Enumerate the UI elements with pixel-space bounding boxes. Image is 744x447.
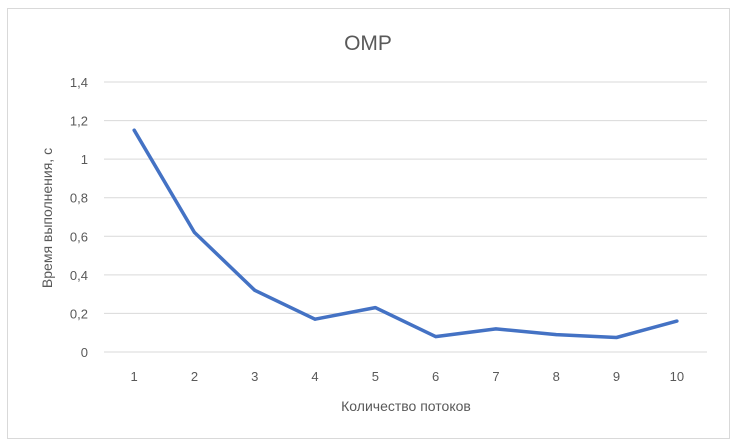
- x-tick-label: 3: [251, 369, 258, 384]
- x-axis-title: Количество потоков: [341, 398, 471, 414]
- x-tick-label: 4: [311, 369, 318, 384]
- y-tick-label: 0,6: [70, 229, 88, 244]
- data-point: [253, 288, 257, 292]
- data-point: [675, 319, 679, 323]
- x-tick-label: 5: [372, 369, 379, 384]
- data-point: [615, 336, 619, 340]
- x-tick-label: 6: [432, 369, 439, 384]
- chart-frame: [7, 8, 730, 439]
- x-tick-label: 9: [613, 369, 620, 384]
- series-layer: [132, 128, 679, 340]
- data-point: [373, 306, 377, 310]
- y-tick-label: 1,2: [70, 114, 88, 129]
- data-point: [313, 317, 317, 321]
- x-axis-ticks: 1 2 3 4 5 6 7 8 9 10: [131, 369, 685, 384]
- x-tick-label: 2: [191, 369, 198, 384]
- y-tick-label: 0,2: [70, 306, 88, 321]
- series-line: [132, 128, 679, 340]
- y-tick-label: 0,4: [70, 268, 88, 283]
- chart-title: OMP: [344, 32, 392, 55]
- y-tick-label: 1: [81, 152, 88, 167]
- data-point: [132, 128, 136, 132]
- data-point: [192, 230, 196, 234]
- y-axis-ticks: 0 0,2 0,4 0,6 0,8 1 1,2 1,4: [70, 75, 88, 360]
- data-point: [434, 335, 438, 339]
- x-tick-label: 7: [492, 369, 499, 384]
- y-tick-label: 0,8: [70, 191, 88, 206]
- data-point: [494, 327, 498, 331]
- x-tick-label: 10: [670, 369, 684, 384]
- y-axis-title: Время выполнения, с: [39, 148, 55, 288]
- x-tick-label: 1: [131, 369, 138, 384]
- data-point: [554, 333, 558, 337]
- y-tick-label: 1,4: [70, 75, 88, 90]
- gridlines: [104, 81, 707, 353]
- y-tick-label: 0: [81, 345, 88, 360]
- x-tick-label: 8: [553, 369, 560, 384]
